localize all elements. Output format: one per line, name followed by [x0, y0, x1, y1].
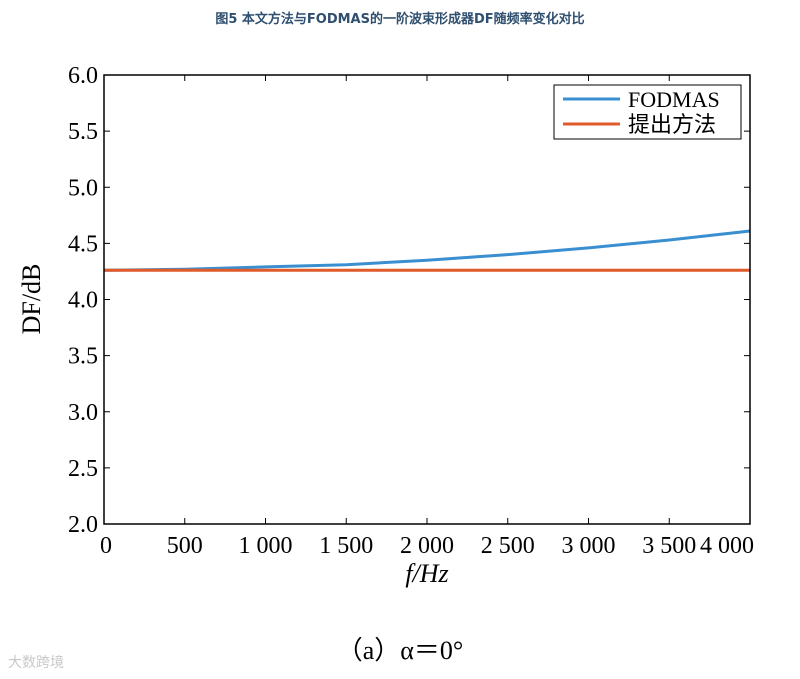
x-axis-label: f/Hz [405, 559, 448, 588]
series-lines [103, 229, 751, 272]
y-tick-label: 3.5 [68, 344, 98, 370]
legend: FODMAS 提出方法 [553, 84, 742, 140]
y-tick-label: 3.0 [68, 400, 98, 426]
figure-caption: （a）α＝0° [336, 636, 464, 665]
legend-box [553, 84, 742, 140]
y-tick-label: 4.5 [68, 231, 98, 257]
y-tick-label: 4.0 [68, 288, 98, 314]
x-tick-label: 3 500 [642, 533, 696, 559]
y-tick-label: 5.0 [68, 175, 98, 201]
x-tick-label: 1 500 [319, 533, 373, 559]
y-tick-label: 2.0 [68, 512, 98, 538]
y-axis-label: DF/dB [17, 264, 46, 335]
y-tick-label: 6.0 [68, 63, 98, 89]
series-line-0 [103, 229, 751, 272]
x-tick-label: 500 [167, 533, 203, 559]
axis-ticks: 0 500 1 000 1 500 2 000 2 500 3 000 3 500 4 000 2… [68, 63, 754, 559]
x-tick-label: 2 000 [400, 533, 454, 559]
figure-title: 图5 本文方法与FODMAS的一阶波束形成器DF随频率变化对比 [215, 12, 585, 27]
x-tick-label: 1 000 [239, 533, 293, 559]
x-tick-label: 4 000 [700, 533, 754, 559]
y-tick-label: 2.5 [68, 456, 98, 482]
y-tick-label: 5.5 [68, 119, 98, 145]
x-tick-label: 2 500 [481, 533, 535, 559]
plot-frame [103, 74, 751, 525]
legend-label-fodmas: FODMAS [628, 87, 720, 112]
x-tick-label: 3 000 [562, 533, 616, 559]
x-tick-label: 0 [100, 533, 112, 559]
legend-label-proposed: 提出方法 [628, 112, 716, 137]
watermark: 大数跨境 [8, 655, 64, 671]
